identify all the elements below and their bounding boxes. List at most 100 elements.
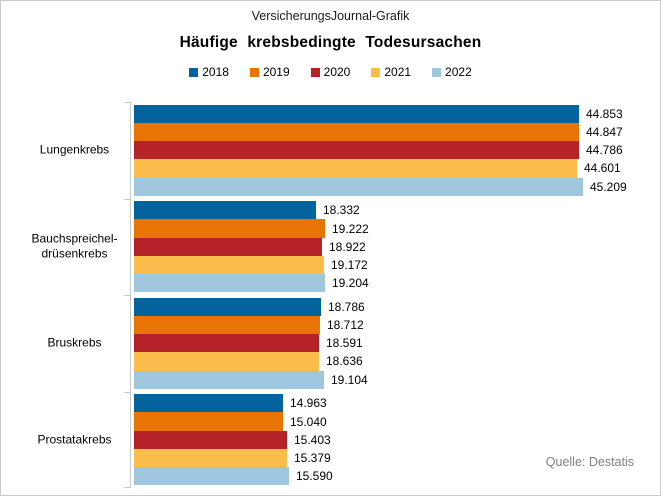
plot-area: Lungenkrebs 44.853 44.847 44.786 44.601 45.20… (1, 102, 660, 489)
bar-row: 18.712 (134, 315, 368, 335)
legend: 2018 2019 2020 2021 2022 (1, 65, 660, 79)
axis-tick (124, 392, 131, 393)
bar-value-label: 19.172 (331, 257, 368, 272)
bar-row: 18.332 (134, 201, 369, 220)
legend-swatch-icon (249, 67, 259, 77)
legend-year-label: 2022 (445, 65, 472, 79)
source-note: Quelle: Destatis (545, 455, 634, 469)
bar-value-label: 44.853 (586, 106, 623, 121)
category-label: Lungenkrebs (1, 143, 130, 159)
legend-swatch-icon (432, 67, 442, 77)
bar-value-label: 18.786 (328, 299, 365, 314)
legend-year-label: 2018 (202, 65, 229, 79)
bar-2020 (134, 430, 287, 449)
legend-year-label: 2019 (262, 65, 290, 79)
bar-value-label: 14.963 (290, 396, 327, 411)
legend-swatch-icon (310, 67, 320, 77)
bar-row: 19.222 (134, 219, 369, 238)
bar-2020 (134, 334, 319, 353)
bar-row: 44.601 (134, 159, 627, 178)
bar-stack: 14.963 15.040 15.403 15.379 15.590 (134, 394, 333, 486)
bar-group: Prostatakrebs 14.963 15.040 15.403 15.379 15.… (1, 392, 660, 489)
bar-2021 (134, 448, 287, 467)
bar-row: 19.104 (134, 370, 368, 389)
category-label: Prostatakrebs (1, 432, 130, 448)
category-label-line: Prostatakrebs (37, 432, 112, 446)
bar-2022 (134, 177, 583, 196)
legend-swatch-icon (189, 67, 199, 77)
bar-row: 15.590 (134, 467, 333, 486)
legend-item-2018: 2018 (189, 65, 229, 79)
category-label-line: Lungenkrebs (39, 142, 110, 157)
bar-2019 (134, 122, 579, 142)
bar-row: 44.853 (134, 104, 627, 123)
bar-value-label: 44.786 (586, 143, 623, 158)
legend-year-label: 2021 (384, 65, 412, 79)
bar-2018 (134, 297, 321, 316)
legend-item-2021: 2021 (371, 65, 411, 79)
bar-row: 14.963 (134, 394, 333, 413)
legend-item-2019: 2019 (249, 65, 290, 79)
bar-row: 44.847 (134, 122, 627, 142)
bar-2020 (134, 141, 579, 160)
bar-value-label: 15.379 (294, 450, 331, 465)
category-label-line: drüsenkrebs (41, 246, 108, 261)
bar-value-label: 18.922 (329, 239, 366, 254)
bar-stack: 18.786 18.712 18.591 18.636 19.104 (134, 297, 368, 389)
bar-row: 45.209 (134, 177, 627, 196)
bar-2018 (134, 201, 316, 220)
bar-value-label: 18.591 (326, 336, 363, 351)
bar-row: 15.379 (134, 448, 333, 467)
category-label-line: Bauchspreichel- (31, 231, 118, 246)
bar-value-label: 15.590 (296, 469, 333, 484)
bar-2022 (134, 467, 289, 486)
bar-2020 (134, 237, 322, 256)
bar-group: Bruskrebs 18.786 18.712 18.591 18.636 19.104 (1, 295, 660, 392)
bar-row: 15.040 (134, 412, 333, 431)
chart-title: Häufige krebsbedingte Todesursachen (179, 34, 482, 51)
bar-group: Lungenkrebs 44.853 44.847 44.786 44.601 45.20… (1, 102, 660, 199)
bar-row: 19.204 (134, 274, 369, 293)
bar-row: 19.172 (134, 255, 369, 274)
bar-row: 18.591 (134, 334, 368, 353)
legend-year-label: 2020 (323, 65, 351, 79)
bar-value-label: 19.104 (331, 372, 368, 387)
bar-row: 44.786 (134, 141, 627, 160)
bar-value-label: 15.403 (294, 432, 331, 447)
bar-2019 (134, 219, 325, 238)
legend-item-2020: 2020 (310, 65, 351, 79)
brand-label: VersicherungsJournal-Grafik (251, 9, 410, 23)
axis-tick (124, 102, 131, 103)
axis-tick (124, 295, 131, 296)
bar-2021 (134, 352, 319, 371)
legend-swatch-icon (371, 67, 381, 77)
bar-2021 (134, 255, 324, 274)
bar-value-label: 44.847 (586, 125, 623, 140)
bar-stack: 18.332 19.222 18.922 19.172 19.204 (134, 201, 369, 293)
bar-row: 15.403 (134, 430, 333, 449)
axis-tick (124, 487, 131, 488)
bar-value-label: 19.222 (332, 221, 369, 236)
bar-value-label: 18.332 (323, 203, 360, 218)
bar-2018 (134, 394, 283, 413)
bar-row: 18.922 (134, 237, 369, 256)
bar-group: Bauchspreichel-drüsenkrebs 18.332 19.222 18… (1, 199, 660, 296)
bar-value-label: 45.209 (590, 179, 627, 194)
category-label: Bruskrebs (1, 336, 130, 352)
bar-value-label: 44.601 (584, 161, 621, 176)
bar-row: 18.786 (134, 297, 368, 316)
bar-2022 (134, 370, 324, 389)
bar-2018 (134, 104, 579, 123)
category-label-line: Bruskrebs (47, 335, 102, 350)
bar-value-label: 18.712 (327, 318, 364, 333)
category-label: Bauchspreichel-drüsenkrebs (1, 231, 130, 262)
bar-row: 18.636 (134, 352, 368, 371)
bar-value-label: 15.040 (290, 414, 327, 429)
bar-stack: 44.853 44.847 44.786 44.601 45.209 (134, 104, 627, 196)
axis-tick (124, 199, 131, 200)
bar-2021 (134, 159, 577, 178)
bar-2022 (134, 274, 325, 293)
bar-2019 (134, 412, 283, 431)
bar-value-label: 18.636 (326, 354, 363, 369)
